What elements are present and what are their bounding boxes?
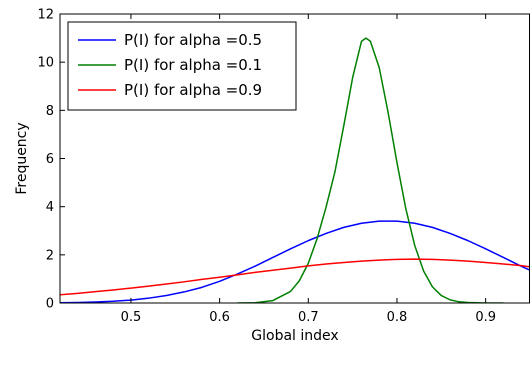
x-axis-label: Global index bbox=[251, 328, 338, 344]
axis-ticks: 0.5 0.6 0.7 0.8 0.9 0 2 4 6 8 10 12 bbox=[37, 8, 496, 326]
legend-label: P(I) for alpha =0.9 bbox=[124, 81, 262, 99]
x-tick-label: 0.5 bbox=[121, 310, 142, 325]
legend-label: P(I) for alpha =0.1 bbox=[124, 56, 262, 74]
y-tick-label: 10 bbox=[37, 56, 54, 71]
y-tick-label: 2 bbox=[46, 248, 54, 263]
y-tick-label: 6 bbox=[46, 152, 54, 167]
series-line-1 bbox=[237, 37, 504, 303]
series-line-2 bbox=[60, 258, 530, 296]
legend-box bbox=[67, 21, 297, 111]
y-axis-label: Frequency bbox=[14, 122, 30, 194]
x-tick-label: 0.9 bbox=[475, 310, 496, 325]
series-line-0 bbox=[60, 220, 530, 303]
x-tick-label: 0.6 bbox=[209, 310, 230, 325]
y-tick-label: 8 bbox=[46, 104, 54, 119]
legend-label: P(I) for alpha =0.5 bbox=[124, 31, 262, 49]
x-tick-label: 0.8 bbox=[387, 310, 408, 325]
y-tick-label: 0 bbox=[46, 297, 54, 312]
legend: P(I) for alpha =0.5 P(I) for alpha =0.1 P(… bbox=[67, 21, 297, 111]
y-tick-label: 12 bbox=[37, 8, 54, 23]
plot-lines bbox=[60, 37, 530, 303]
y-tick-label: 4 bbox=[46, 200, 54, 215]
x-tick-label: 0.7 bbox=[298, 310, 319, 325]
